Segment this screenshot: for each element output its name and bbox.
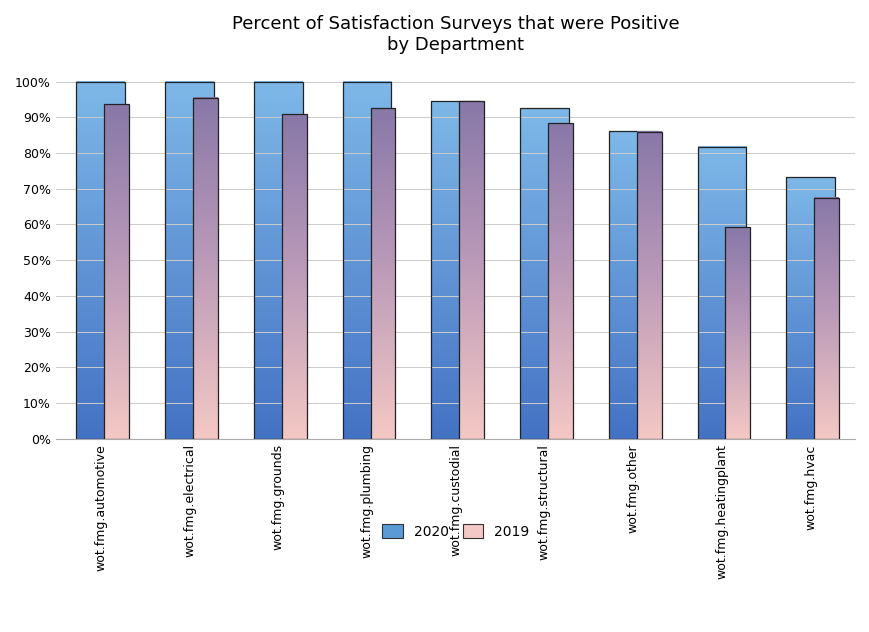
- Legend: 2020, 2019: 2020, 2019: [375, 518, 534, 544]
- Bar: [254, 82, 302, 439]
- Bar: [104, 104, 129, 439]
- Bar: [725, 228, 749, 439]
- Title: Percent of Satisfaction Surveys that were Positive
by Department: Percent of Satisfaction Surveys that wer…: [232, 15, 679, 54]
- Bar: [697, 147, 746, 439]
- Bar: [165, 82, 214, 439]
- Bar: [813, 198, 838, 439]
- Bar: [193, 97, 217, 439]
- Bar: [786, 177, 834, 439]
- Bar: [342, 82, 391, 439]
- Bar: [520, 108, 568, 439]
- Bar: [608, 131, 657, 439]
- Bar: [636, 131, 660, 439]
- Bar: [547, 123, 572, 439]
- Bar: [459, 101, 483, 439]
- Bar: [282, 114, 306, 439]
- Bar: [370, 108, 395, 439]
- Bar: [431, 101, 480, 439]
- Bar: [76, 82, 125, 439]
